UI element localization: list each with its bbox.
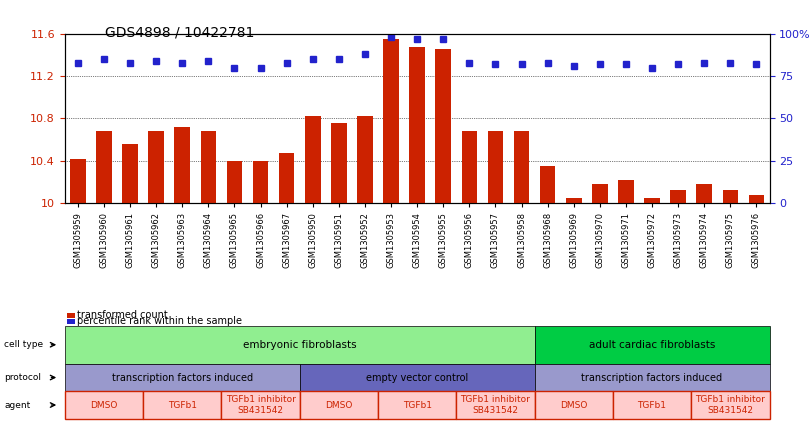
- Text: agent: agent: [4, 401, 30, 409]
- Bar: [644, 198, 660, 203]
- Text: adult cardiac fibroblasts: adult cardiac fibroblasts: [589, 340, 715, 350]
- Bar: [539, 166, 556, 203]
- Text: protocol: protocol: [4, 373, 41, 382]
- Text: TGFb1 inhibitor
SB431542: TGFb1 inhibitor SB431542: [696, 396, 765, 415]
- Bar: [618, 180, 633, 203]
- Text: transcription factors induced: transcription factors induced: [112, 373, 253, 382]
- Bar: [514, 131, 530, 203]
- Bar: [305, 116, 321, 203]
- Bar: [566, 198, 582, 203]
- Bar: [383, 39, 399, 203]
- Bar: [122, 144, 138, 203]
- Bar: [409, 47, 425, 203]
- Text: cell type: cell type: [4, 340, 43, 349]
- Bar: [70, 159, 86, 203]
- Bar: [279, 153, 295, 203]
- Text: transcription factors induced: transcription factors induced: [582, 373, 723, 382]
- Text: DMSO: DMSO: [560, 401, 587, 409]
- Bar: [96, 131, 112, 203]
- Bar: [592, 184, 608, 203]
- Bar: [436, 49, 451, 203]
- Bar: [671, 190, 686, 203]
- Bar: [174, 127, 190, 203]
- Text: TGFb1 inhibitor
SB431542: TGFb1 inhibitor SB431542: [226, 396, 296, 415]
- Bar: [148, 131, 164, 203]
- Text: TGFb1 inhibitor
SB431542: TGFb1 inhibitor SB431542: [461, 396, 531, 415]
- Text: TGFb1: TGFb1: [168, 401, 197, 409]
- Text: TGFb1: TGFb1: [637, 401, 667, 409]
- Bar: [201, 131, 216, 203]
- Text: transformed count: transformed count: [77, 310, 168, 320]
- Text: empty vector control: empty vector control: [366, 373, 468, 382]
- Bar: [331, 123, 347, 203]
- Text: percentile rank within the sample: percentile rank within the sample: [77, 316, 242, 327]
- Bar: [357, 116, 373, 203]
- Bar: [253, 161, 268, 203]
- Text: TGFb1: TGFb1: [403, 401, 432, 409]
- Text: GDS4898 / 10422781: GDS4898 / 10422781: [105, 25, 254, 39]
- Text: embryonic fibroblasts: embryonic fibroblasts: [243, 340, 356, 350]
- Text: DMSO: DMSO: [90, 401, 117, 409]
- Bar: [488, 131, 503, 203]
- Bar: [462, 131, 477, 203]
- Bar: [697, 184, 712, 203]
- Text: DMSO: DMSO: [325, 401, 352, 409]
- Bar: [748, 195, 765, 203]
- Bar: [723, 190, 738, 203]
- Bar: [227, 161, 242, 203]
